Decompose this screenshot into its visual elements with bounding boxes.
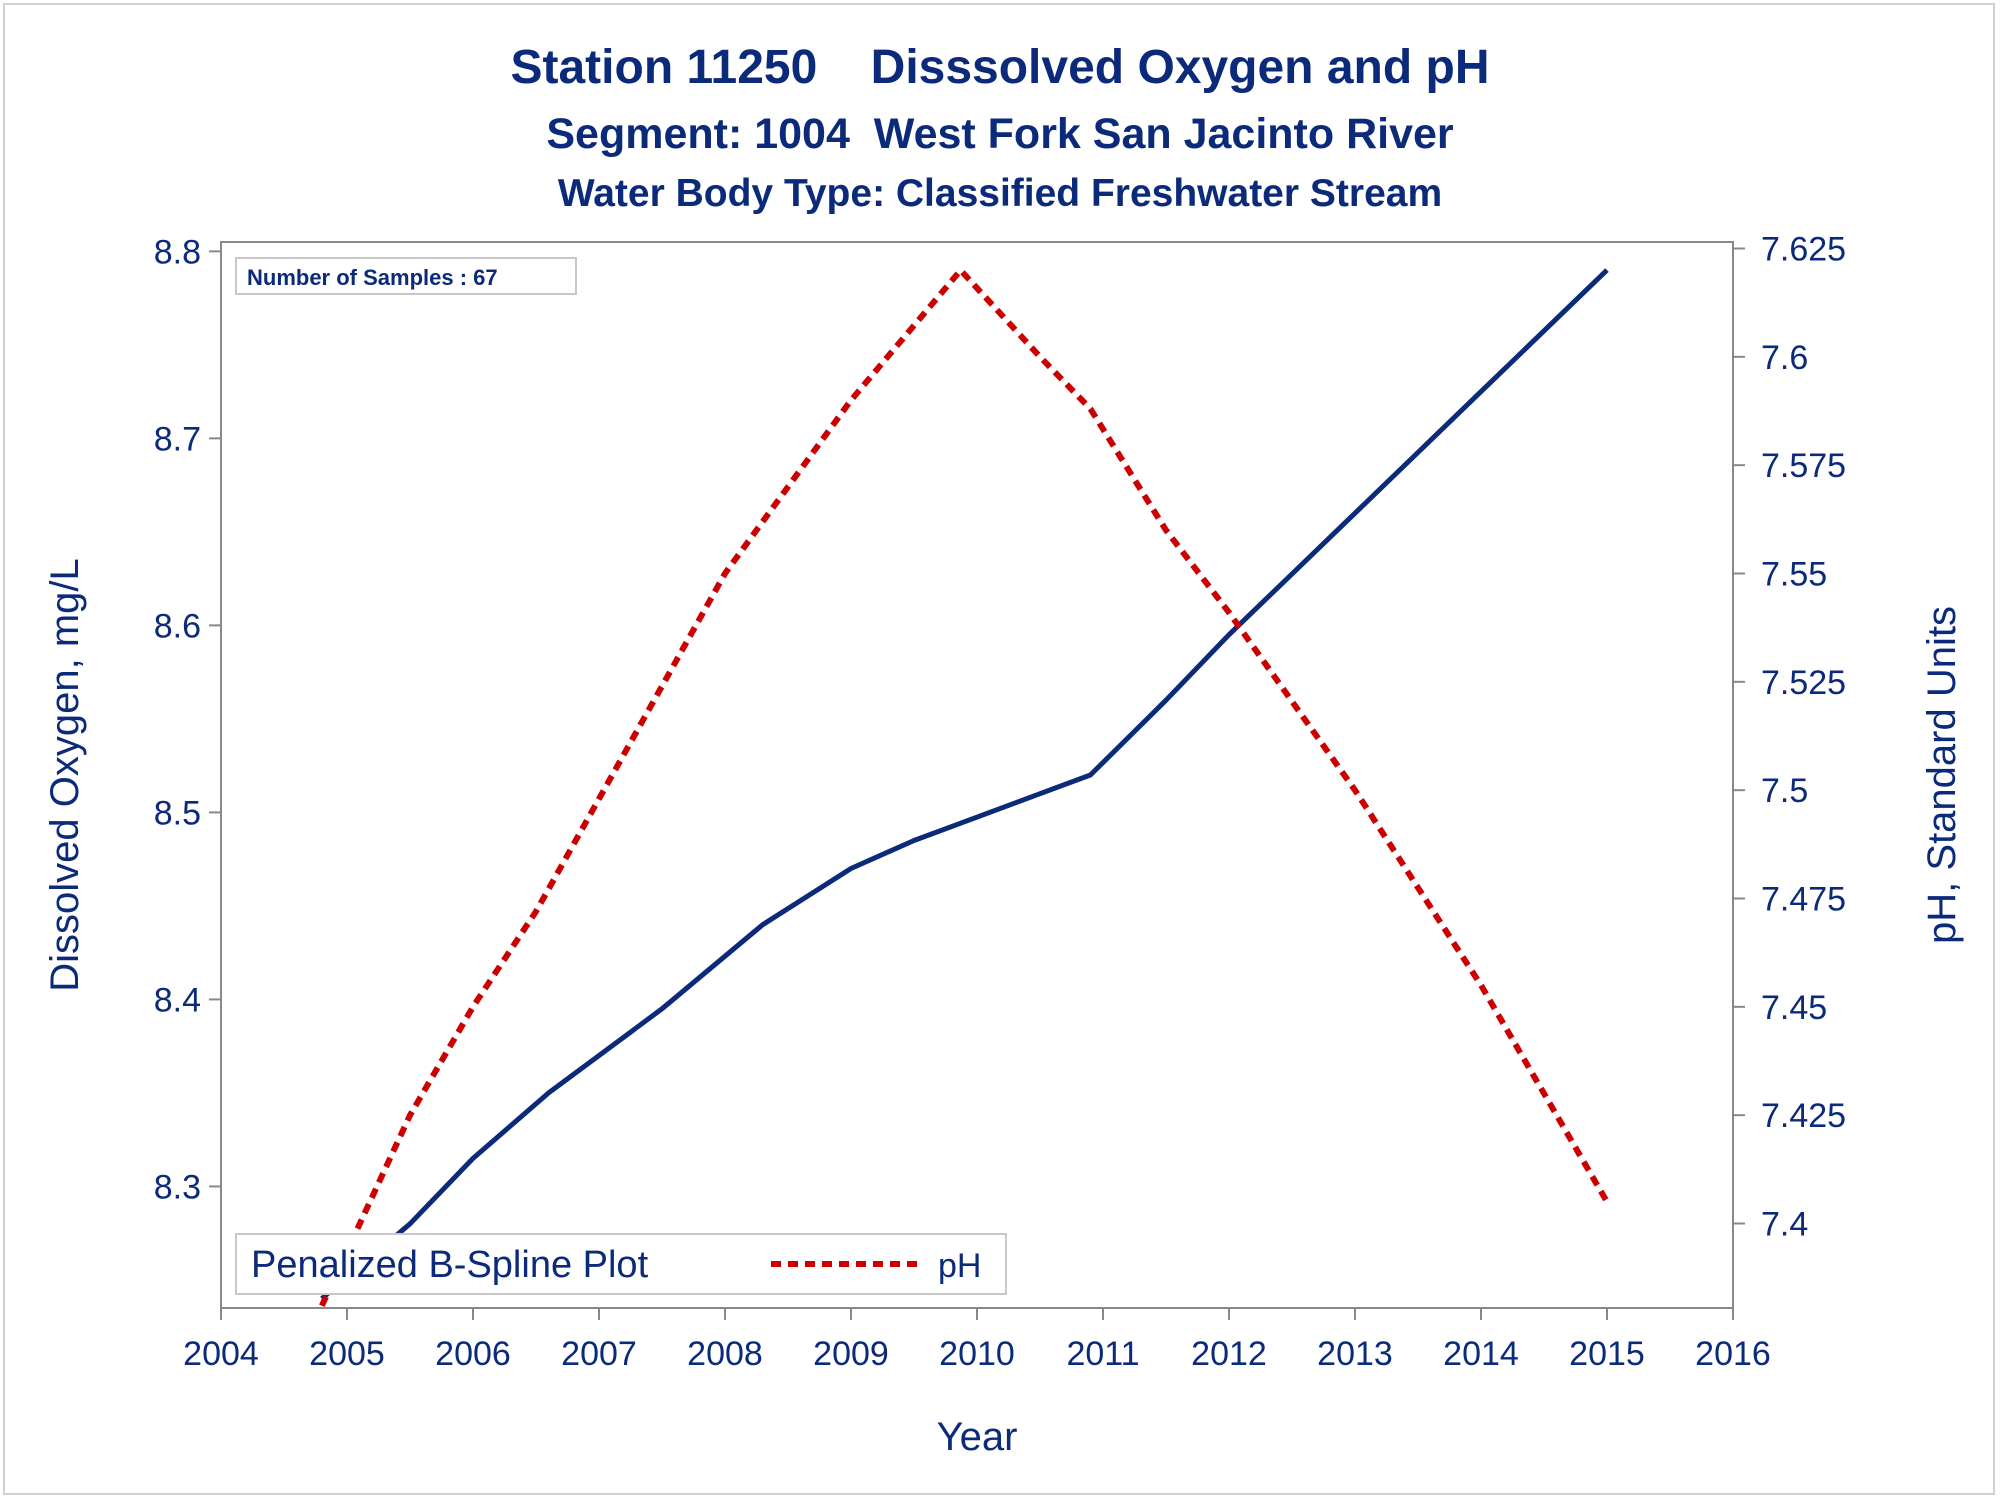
y-axis-right: 7.4 7.425 7.45 7.475 7.5 7.525 7.55 7.575 7.6 7.6…: [1733, 231, 1846, 1244]
series-layer: [319, 267, 1610, 1308]
ph-series-line: [319, 267, 1610, 1308]
x-tick-label: 2011: [1066, 1335, 1139, 1373]
x-tick-label: 2016: [1695, 1335, 1771, 1373]
sample-count-label: Number of Samples : 67: [247, 265, 498, 290]
x-tick-label: 2009: [813, 1335, 889, 1373]
plot-area: [220, 241, 1734, 1309]
x-tick-label: 2013: [1317, 1335, 1393, 1373]
y2-tick-label: 7.5: [1761, 772, 1808, 810]
legend-label-ph: pH: [938, 1247, 981, 1285]
y2-tick-label: 7.6: [1761, 339, 1808, 377]
x-tick-label: 2004: [183, 1335, 259, 1373]
y2-tick-label: 7.45: [1761, 989, 1827, 1027]
y-tick-label: 8.8: [154, 233, 201, 271]
chart-subtitle-segment: Segment: 1004 West Fork San Jacinto Rive…: [546, 110, 1454, 158]
y-tick-label: 8.3: [154, 1168, 201, 1206]
legend: Penalized B-Spline Plot pH: [235, 1233, 1007, 1295]
y2-tick-label: 7.4: [1761, 1206, 1808, 1244]
y2-tick-label: 7.425: [1761, 1097, 1846, 1135]
y-axis-left: 8.3 8.4 8.5 8.6 8.7 8.8: [154, 233, 221, 1206]
y2-axis-label: pH, Standard Units: [1920, 606, 1964, 944]
x-tick-label: 2008: [687, 1335, 763, 1373]
x-tick-label: 2012: [1191, 1335, 1267, 1373]
chart-title: Station 11250 Disssolved Oxygen and pH: [510, 41, 1490, 94]
x-tick-label: 2014: [1443, 1335, 1519, 1373]
x-tick-label: 2015: [1569, 1335, 1645, 1373]
y2-tick-label: 7.525: [1761, 664, 1846, 702]
y-tick-label: 8.4: [154, 981, 201, 1019]
x-tick-label: 2007: [561, 1335, 637, 1373]
x-tick-label: 2006: [435, 1335, 511, 1373]
y2-tick-label: 7.625: [1761, 231, 1846, 269]
y2-tick-label: 7.55: [1761, 556, 1827, 594]
sample-count-box: Number of Samples : 67: [235, 257, 577, 295]
y-tick-label: 8.6: [154, 607, 201, 645]
x-tick-label: 2010: [939, 1335, 1015, 1373]
legend-label-do: Penalized B-Spline Plot: [251, 1244, 649, 1286]
chart-subtitle-waterbody: Water Body Type: Classified Freshwater S…: [557, 172, 1443, 215]
x-axis-label: Year: [937, 1415, 1018, 1459]
y2-tick-label: 7.575: [1761, 447, 1846, 485]
dissolved-oxygen-series-line: [320, 268, 1609, 1301]
x-tick-label: 2005: [309, 1335, 385, 1373]
x-axis: 2004 2005 2006 2007 2008 2009 2010 2011 2012 2013…: [183, 1308, 1771, 1373]
y-tick-label: 8.5: [154, 794, 201, 832]
y-tick-label: 8.7: [154, 420, 201, 458]
y2-tick-label: 7.475: [1761, 881, 1846, 919]
y-axis-label: Dissolved Oxygen, mg/L: [43, 558, 87, 992]
